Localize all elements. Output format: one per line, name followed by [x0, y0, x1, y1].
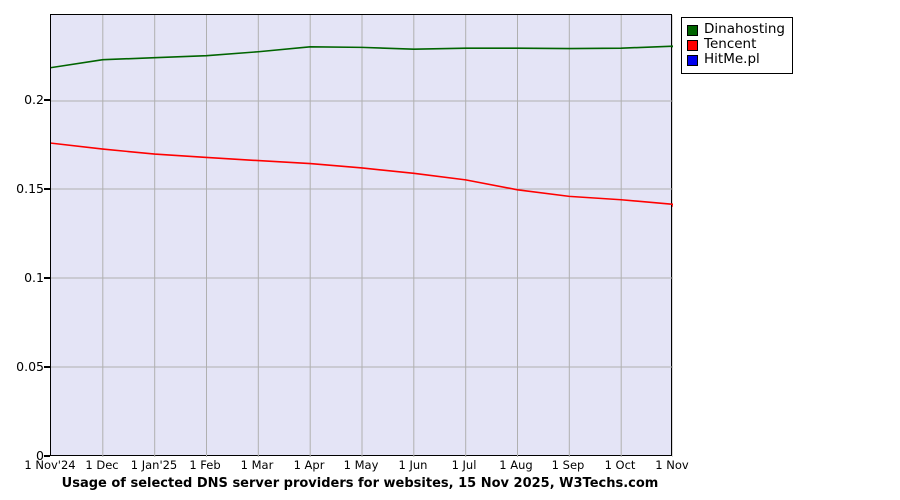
gridlines [51, 15, 673, 457]
x-tick-label-4: 1 Mar [240, 458, 274, 472]
y-tick-mark-0.05 [44, 366, 50, 368]
legend-swatch-tencent [687, 39, 698, 51]
x-tick-label-3: 1 Feb [189, 458, 221, 472]
y-tick-label-0: 0 [36, 448, 44, 463]
x-tick-label-10: 1 Sep [551, 458, 585, 472]
y-tick-mark-0.2 [44, 99, 50, 101]
y-tick-label-0.1: 0.1 [24, 270, 44, 285]
y-tick-label-0.05: 0.05 [16, 359, 44, 374]
x-tick-label-5: 1 Apr [293, 458, 325, 472]
legend-item-hitmepl[interactable]: HitMe.pl [687, 53, 785, 67]
y-tick-mark-0 [44, 455, 50, 457]
y-tick-mark-0.15 [44, 188, 50, 190]
legend-label-dinahosting: Dinahosting [704, 21, 785, 38]
x-tick-label-9: 1 Aug [499, 458, 533, 472]
x-tick-label-12: 1 Nov [655, 458, 689, 472]
x-tick-label-11: 1 Oct [604, 458, 636, 472]
x-tick-label-0: 1 Nov'24 [24, 458, 76, 472]
y-tick-mark-0.1 [44, 277, 50, 279]
x-tick-label-6: 1 May [343, 458, 379, 472]
legend-swatch-dinahosting [687, 24, 698, 36]
legend: Dinahosting Tencent HitMe.pl [681, 17, 793, 74]
legend-label-hitmepl: HitMe.pl [704, 51, 760, 68]
legend-label-tencent: Tencent [704, 36, 757, 53]
legend-item-dinahosting[interactable]: Dinahosting [687, 23, 785, 37]
x-tick-label-2: 1 Jan'25 [130, 458, 178, 472]
y-tick-label-0.2: 0.2 [24, 92, 44, 107]
plot-area [50, 14, 673, 457]
chart-caption: Usage of selected DNS server providers f… [61, 476, 659, 491]
legend-item-tencent[interactable]: Tencent [687, 38, 785, 52]
legend-swatch-hitmepl [687, 54, 698, 66]
y-tick-label-0.15: 0.15 [16, 181, 44, 196]
series-line-tencent [51, 142, 673, 208]
series-line-dinahosting [51, 45, 673, 69]
series-lines [51, 45, 673, 208]
x-tick-label-1: 1 Dec [85, 458, 119, 472]
x-tick-label-7: 1 Jun [398, 458, 428, 472]
x-tick-label-8: 1 Jul [451, 458, 477, 472]
